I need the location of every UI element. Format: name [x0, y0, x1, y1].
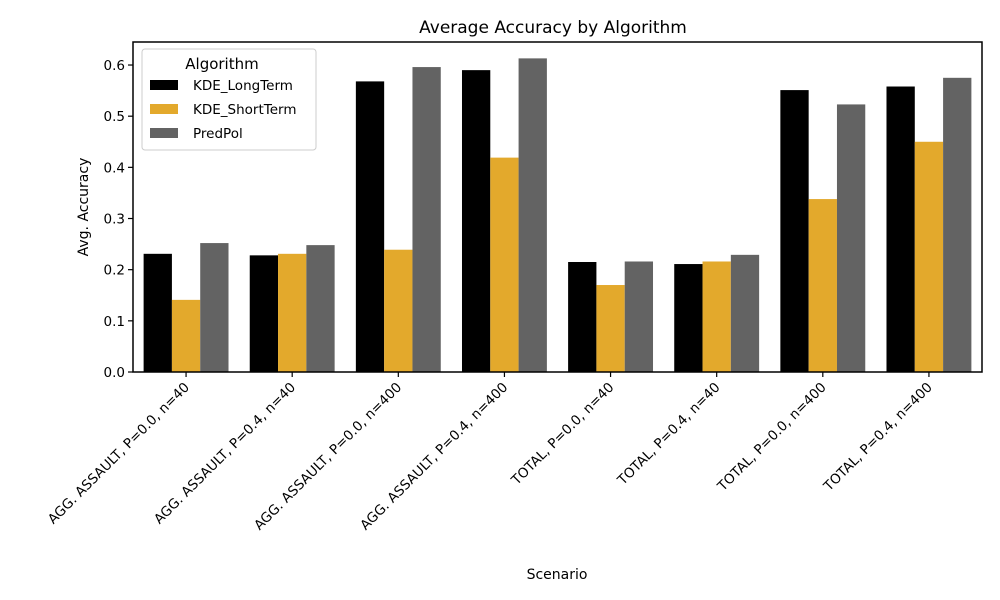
y-axis-label: Avg. Accuracy: [76, 158, 92, 257]
bar-kde-shortterm-3: [490, 157, 519, 372]
plot-frame: [132, 41, 983, 373]
y-tick-label: 0.3: [104, 212, 125, 228]
legend-label-kde-shortterm: KDE_ShortTerm: [193, 102, 296, 118]
bar-kde-shortterm-7: [914, 141, 944, 372]
bar-kde-shortterm-0: [171, 299, 201, 372]
bar-kde-shortterm-2: [384, 249, 413, 372]
y-tick-label: 0.1: [104, 314, 125, 330]
bar-kde-longterm-6: [780, 90, 809, 373]
bar-kde-longterm-4: [568, 262, 597, 372]
bar-kde-longterm-5: [674, 264, 703, 372]
bars-layer: [143, 58, 972, 373]
bar-predpol-7: [943, 77, 972, 372]
x-tick-label: TOTAL, P=0.4, n=400: [820, 380, 936, 496]
legend-swatch-kde-shortterm: [150, 104, 178, 114]
y-tick-label: 0.4: [104, 160, 125, 176]
x-tick-label: TOTAL, P=0.4, n=40: [614, 380, 724, 490]
bar-predpol-3: [518, 58, 547, 372]
legend-swatch-kde-longterm: [150, 80, 178, 90]
y-tick-label: 0.0: [104, 365, 125, 381]
bar-kde-longterm-1: [249, 255, 279, 372]
bar-kde-longterm-0: [143, 253, 172, 372]
bar-kde-longterm-3: [461, 70, 491, 373]
bar-predpol-6: [836, 104, 866, 372]
x-tick-label: TOTAL, P=0.0, n=400: [714, 380, 830, 496]
x-axis-label: Scenario: [527, 567, 588, 583]
legend-swatch-predpol: [150, 128, 178, 138]
chart-title: Average Accuracy by Algorithm: [419, 18, 687, 38]
bar-kde-longterm-2: [355, 81, 385, 372]
bar-predpol-1: [306, 245, 335, 372]
bar-kde-shortterm-6: [808, 199, 837, 372]
bar-predpol-2: [412, 67, 441, 373]
bar-kde-shortterm-1: [278, 253, 307, 372]
legend-title: Algorithm: [185, 55, 258, 73]
legend: Algorithm KDE_LongTerm KDE_ShortTerm PredPo…: [141, 48, 317, 151]
bar-kde-shortterm-5: [702, 261, 731, 372]
bar-kde-longterm-7: [886, 86, 915, 372]
y-axis: 0.0 0.1 0.2 0.3 0.4 0.5 0.6: [104, 58, 133, 381]
x-tick-label: TOTAL, P=0.0, n=40: [508, 380, 618, 490]
y-tick-label: 0.6: [104, 58, 125, 74]
bar-predpol-4: [624, 261, 654, 372]
legend-box: [141, 48, 317, 151]
y-tick-label: 0.2: [104, 263, 125, 279]
bar-kde-shortterm-4: [596, 285, 625, 372]
bar-predpol-5: [730, 254, 760, 372]
legend-label-kde-longterm: KDE_LongTerm: [193, 78, 293, 94]
bar-predpol-0: [200, 243, 229, 372]
legend-label-predpol: PredPol: [193, 126, 243, 142]
y-tick-label: 0.5: [104, 109, 125, 125]
